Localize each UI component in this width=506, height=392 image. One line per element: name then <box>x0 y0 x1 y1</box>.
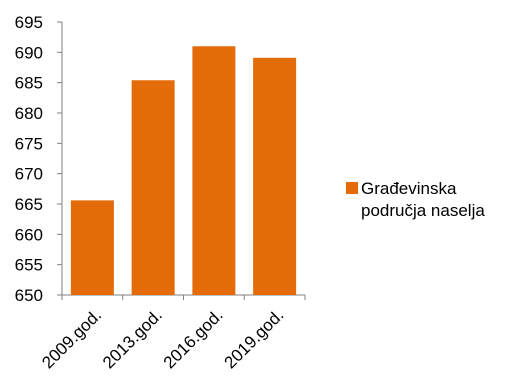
bar-2019-god <box>253 57 297 295</box>
bar-2009-god <box>70 200 114 295</box>
x-tick-label: 2013.god. <box>99 305 166 372</box>
bar-2016-god <box>192 46 236 296</box>
y-tick-label: 655 <box>15 256 43 275</box>
y-tick-label: 650 <box>15 286 43 305</box>
y-axis: 650 655 660 665 670 675 680 685 690 695 <box>15 13 63 305</box>
bar-2013-god <box>131 80 175 296</box>
x-tick-label: 2016.god. <box>160 305 227 372</box>
bars <box>70 46 297 296</box>
x-axis: 2009.god.2013.god.2016.god.2019.god. <box>38 294 306 372</box>
y-tick-label: 670 <box>15 165 43 184</box>
y-tick-label: 680 <box>15 104 43 123</box>
legend-swatch <box>346 182 358 194</box>
y-tick-label: 660 <box>15 225 43 244</box>
y-tick-label: 675 <box>15 134 43 153</box>
y-tick-label: 690 <box>15 43 43 62</box>
y-tick-label: 685 <box>15 74 43 93</box>
x-tick-label: 2009.god. <box>38 305 105 372</box>
y-tick-label: 665 <box>15 195 43 214</box>
legend-label: Građevinska područja naselja <box>361 179 485 220</box>
x-tick-label: 2019.god. <box>221 305 288 372</box>
y-tick-label: 695 <box>15 13 43 32</box>
